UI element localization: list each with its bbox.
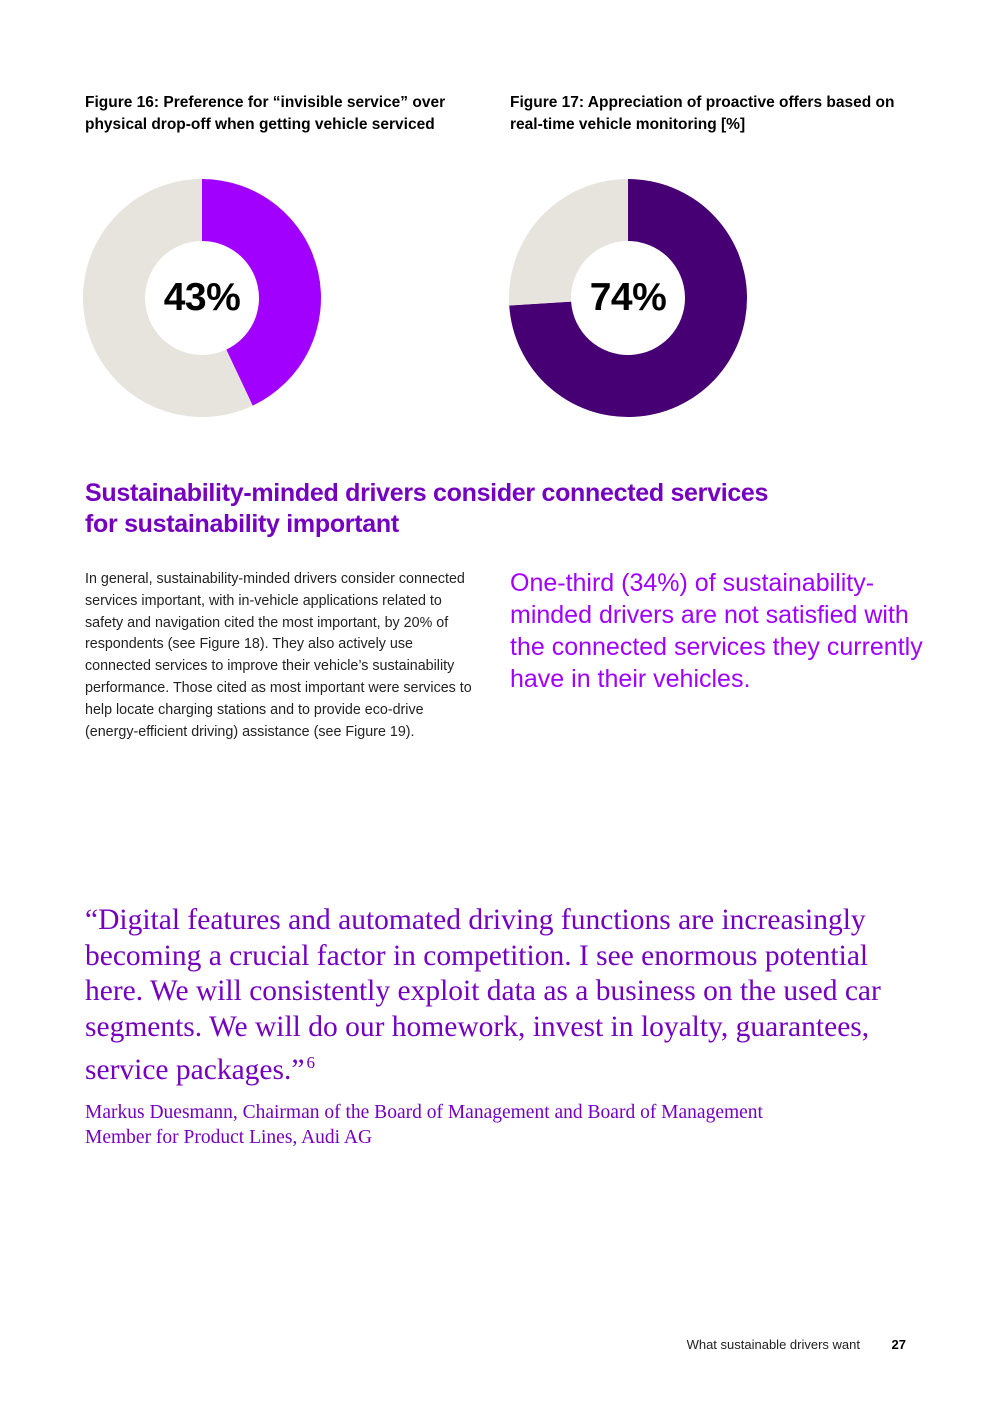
footnote-marker: 6 [306,1053,315,1072]
figure-17-donut-svg [509,179,747,417]
pull-quote: One-third (34%) of sustainability-minded… [510,569,923,693]
body-paragraph: In general, sustainability-minded driver… [85,571,472,740]
section-heading: Sustainability-minded drivers consider c… [85,479,769,538]
figure-16-title: Figure 16: Preference for “invisible ser… [85,94,446,133]
footer-section-label: What sustainable drivers want [686,1337,860,1352]
figure-16-slice-remainder [83,179,253,417]
figure-17-title: Figure 17: Appreciation of proactive off… [510,94,895,133]
figure-16-donut-chart: 43% [82,178,322,418]
page-number: 27 [891,1337,906,1352]
figure-17-center-label: 74% [589,276,667,319]
figure-17-donut-chart: 74% [508,178,748,418]
figure-17-slice-highlight [509,179,747,417]
figure-16-slice-highlight [202,179,321,406]
figure-16-donut-svg [83,179,321,417]
executive-quote-text: “Digital features and automated driving … [85,904,881,1086]
figure-16-center-label: 43% [163,276,241,319]
executive-quote: “Digital features and automated driving … [85,903,885,1089]
figure-17-slice-remainder [509,179,628,306]
quote-attribution: Markus Duesmann, Chairman of the Board o… [85,1102,763,1148]
